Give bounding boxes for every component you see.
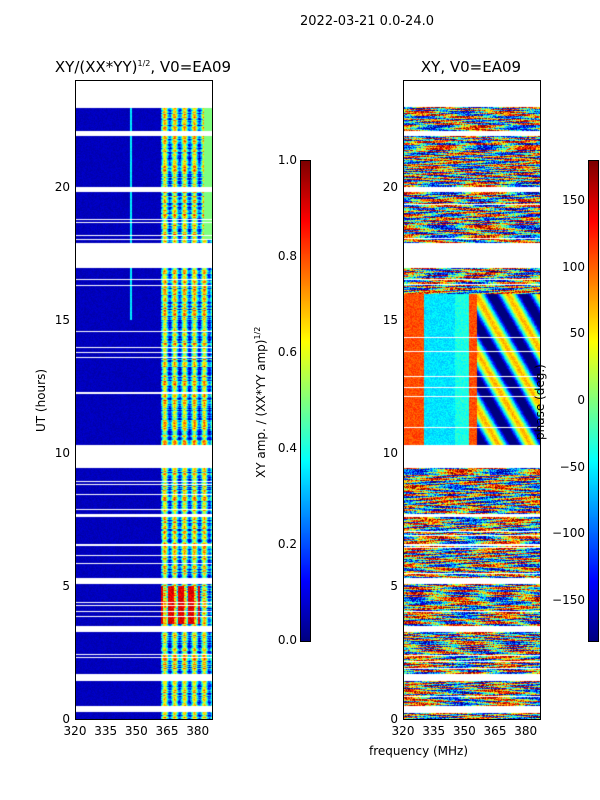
phase-axes-frame	[403, 80, 541, 720]
phase-colorbar-tick-label: −150	[552, 593, 585, 607]
amp-colorbar-tick-label: 0.0	[277, 633, 297, 647]
phase-ytick-label: 10	[382, 445, 398, 460]
amp-ytick-label: 10	[54, 445, 70, 460]
phase-heatmap	[403, 80, 540, 719]
amp-ylabel: UT (hours)	[34, 368, 48, 432]
amp-ytick-label: 15	[54, 312, 70, 327]
amp-colorbar-tick-label: 1.0	[277, 153, 297, 167]
amp-xtick-label: 380	[186, 724, 210, 738]
amp-xtick-label: 350	[124, 724, 148, 738]
amp-title-sup: 1/2	[137, 59, 151, 68]
phase-xtick-label: 335	[422, 724, 446, 738]
phase-xtick-label: 365	[483, 724, 507, 738]
phase-colorbar-tick-label: −50	[559, 459, 585, 474]
figure-suptitle: 2022-03-21 0.0-24.0	[300, 14, 434, 29]
amp-colorbar-label: XY amp. / (XX*YY amp)1/2	[253, 327, 268, 478]
phase-colorbar	[588, 160, 599, 642]
amp-colorbar-label-text: XY amp. / (XX*YY amp)	[254, 339, 268, 478]
amp-ytick-label: 5	[62, 578, 70, 593]
amp-ytick-label: 0	[62, 712, 70, 726]
phase-ytick-label: 15	[382, 312, 398, 327]
amp-ytick-label: 20	[54, 179, 70, 194]
amp-colorbar	[300, 160, 311, 642]
phase-ytick-label: 0	[390, 712, 398, 726]
amp-colorbar-tick-label: 0.2	[277, 537, 297, 551]
amp-title-tail: , V0=EA09	[150, 58, 232, 76]
amp-heatmap	[75, 80, 212, 719]
phase-colorbar-tick-label: −100	[552, 526, 585, 541]
phase-colorbar-label: phase (deg.)	[533, 364, 547, 440]
phase-xtick-label: 320	[391, 724, 415, 738]
phase-xtick-label: 380	[514, 724, 538, 738]
amp-colorbar-tick-label: 0.6	[277, 345, 297, 359]
phase-xtick-label: 350	[452, 724, 476, 738]
amp-xtick-label: 320	[63, 724, 87, 738]
amp-xtick-label: 365	[155, 724, 179, 738]
phase-colorbar-tick-label: 50	[569, 326, 585, 341]
phase-ytick-label: 20	[382, 179, 398, 194]
x-axis-label: frequency (MHz)	[369, 744, 469, 758]
amp-title-main: XY/(XX*YY)	[54, 58, 138, 76]
amp-colorbar-label-sup: 1/2	[253, 326, 262, 340]
phase-colorbar-tick-label: 100	[562, 259, 585, 274]
amp-panel-title: XY/(XX*YY)1/2, V0=EA09	[55, 58, 231, 76]
amp-xtick-label: 335	[94, 724, 118, 738]
phase-colorbar-tick-label: 150	[562, 193, 585, 207]
amp-axes-frame	[75, 80, 213, 720]
amp-colorbar-tick-label: 0.8	[277, 249, 297, 263]
phase-ytick-label: 5	[390, 578, 398, 593]
phase-colorbar-tick-label: 0	[577, 393, 585, 407]
amp-colorbar-tick-label: 0.4	[277, 441, 297, 455]
phase-panel-title: XY, V0=EA09	[420, 58, 522, 76]
